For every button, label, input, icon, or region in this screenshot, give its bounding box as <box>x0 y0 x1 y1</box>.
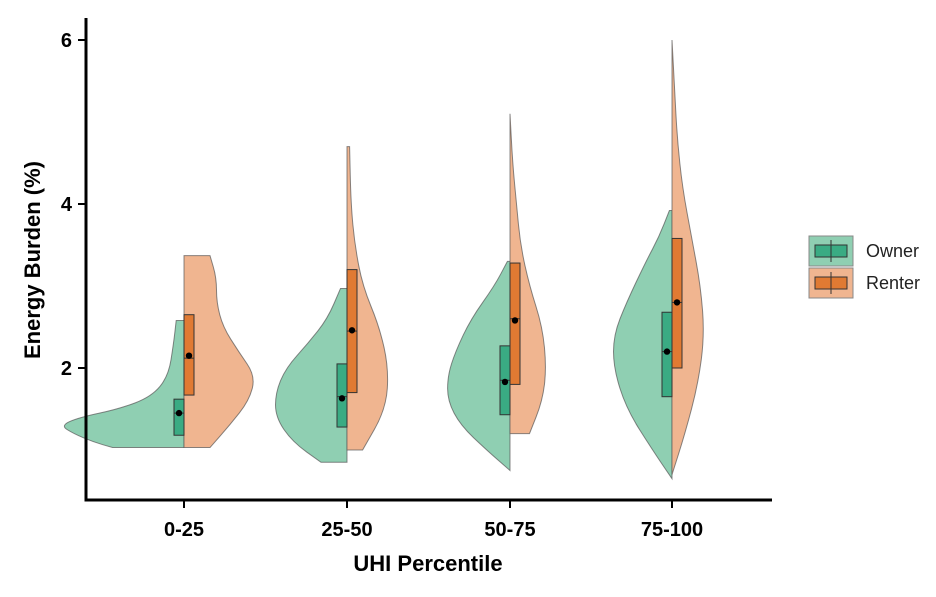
axes <box>84 18 772 502</box>
box-owner-0-25 <box>173 398 185 436</box>
mean-point-owner-50-75 <box>501 378 509 386</box>
violin-renter-0-25 <box>183 255 254 449</box>
violin-owner-0-25 <box>63 319 185 449</box>
violin-layer <box>63 39 704 481</box>
y-tick-label-6: 6 <box>61 30 72 52</box>
mean-point-renter-75-100 <box>673 299 681 306</box>
y-tick-label-2: 2 <box>61 358 72 380</box>
box-renter-50-75 <box>509 262 521 385</box>
ticks: 2 4 6 0-25 25-50 50-75 75-100 <box>61 30 703 541</box>
legend-label-renter: Renter <box>866 273 920 293</box>
y-tick-label-4: 4 <box>61 194 73 216</box>
mean-point-renter-50-75 <box>511 317 519 324</box>
x-axis-title: UHI Percentile <box>353 551 502 576</box>
x-tick-label-50-75: 50-75 <box>484 519 535 541</box>
x-tick-label-0-25: 0-25 <box>164 519 204 541</box>
violin-owner-50-75 <box>447 260 511 472</box>
legend: Owner Renter <box>808 235 920 299</box>
violin-owner-75-100 <box>612 210 673 481</box>
mean-point-renter-0-25 <box>185 352 193 359</box>
mean-point-owner-25-50 <box>338 395 346 402</box>
mean-point-owner-0-25 <box>175 409 183 417</box>
violin-owner-25-50 <box>274 287 348 463</box>
y-axis-title: Energy Burden (%) <box>20 161 45 359</box>
x-tick-label-25-50: 25-50 <box>321 519 372 541</box>
legend-label-owner: Owner <box>866 241 919 261</box>
mean-point-renter-25-50 <box>348 327 356 334</box>
box-layer <box>173 237 683 436</box>
mean-point-owner-75-100 <box>663 348 671 355</box>
x-tick-label-75-100: 75-100 <box>641 519 703 541</box>
